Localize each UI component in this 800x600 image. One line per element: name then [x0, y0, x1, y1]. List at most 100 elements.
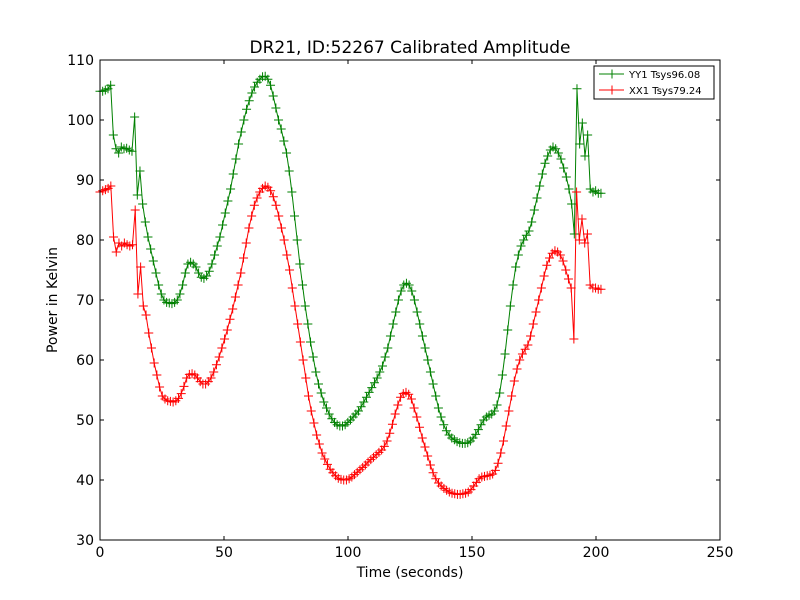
data-point [364, 387, 374, 397]
data-point [527, 217, 537, 227]
data-point [279, 235, 289, 245]
plot-area: 0 50 100 150 200 250 30 40 50 60 70 80 90 100 110 [67, 53, 733, 561]
data-point [317, 448, 327, 458]
data-point [553, 148, 563, 158]
data-point [377, 361, 387, 371]
data-point [108, 130, 118, 140]
x-axis-label: Time (seconds) [356, 565, 464, 581]
data-point [247, 211, 257, 221]
data-point [295, 259, 305, 269]
series-1 [95, 181, 606, 499]
data-point [517, 349, 527, 359]
data-point [409, 403, 419, 413]
data-point [569, 229, 579, 239]
data-point [583, 130, 593, 140]
y-tick-label: 50 [76, 413, 94, 429]
data-point [239, 115, 249, 125]
data-point [149, 358, 159, 368]
data-point [356, 402, 366, 412]
data-point [393, 400, 403, 410]
data-point [276, 223, 286, 233]
data-point [292, 235, 302, 245]
data-point [268, 192, 278, 202]
data-point [141, 310, 151, 320]
data-point [473, 425, 483, 435]
data-point [136, 262, 146, 272]
x-tick-label: 250 [707, 545, 734, 561]
data-point [385, 428, 395, 438]
y-tick-label: 30 [76, 533, 94, 549]
data-point [574, 235, 584, 245]
data-point [380, 352, 390, 362]
data-point [536, 283, 546, 293]
series-layer [95, 71, 606, 499]
data-point [111, 247, 121, 257]
legend-label-yy1: YY1 Tsys96.08 [628, 70, 700, 81]
data-point [540, 158, 550, 168]
legend-label-xx1: XX1 Tsys79.24 [629, 86, 702, 97]
data-point [249, 200, 259, 210]
data-point [290, 301, 300, 311]
data-point [407, 286, 417, 296]
data-point [322, 403, 331, 413]
data-point [263, 74, 273, 84]
data-point [236, 268, 246, 278]
data-point [492, 400, 502, 410]
data-point [420, 442, 430, 452]
data-point [561, 265, 571, 275]
data-point [542, 260, 552, 270]
data-point [572, 187, 582, 197]
data-point [276, 124, 286, 134]
data-point [179, 381, 189, 391]
data-point [519, 235, 529, 245]
data-point [359, 397, 369, 407]
y-tick-label: 70 [76, 293, 94, 309]
data-point [561, 172, 571, 182]
data-point [596, 188, 606, 198]
x-tick-label: 200 [583, 545, 610, 561]
data-point [516, 241, 526, 251]
data-point [379, 441, 389, 451]
data-point [114, 148, 124, 158]
data-point [309, 418, 319, 428]
data-point [319, 397, 329, 407]
data-point [300, 301, 310, 311]
data-point [295, 337, 305, 347]
data-point [301, 373, 311, 383]
data-point [244, 96, 254, 106]
data-point [580, 238, 590, 248]
data-point [535, 181, 545, 191]
data-point [425, 460, 435, 470]
data-point [130, 205, 140, 215]
data-point [500, 349, 510, 359]
data-point [191, 262, 201, 272]
data-point [507, 391, 517, 401]
data-point [144, 328, 154, 338]
data-point [391, 307, 401, 317]
data-point [511, 262, 521, 272]
data-point [146, 244, 156, 254]
data-point [207, 259, 217, 269]
data-point [420, 343, 430, 353]
y-tick-label: 60 [76, 353, 94, 369]
y-tick-label: 80 [76, 233, 94, 249]
data-point [206, 373, 216, 383]
data-point [282, 250, 292, 260]
data-point [290, 211, 300, 221]
data-point [228, 169, 238, 179]
data-point [404, 389, 414, 399]
data-point [382, 436, 392, 446]
data-point [314, 379, 323, 389]
data-point [512, 364, 522, 374]
data-point [156, 289, 166, 299]
data-point [233, 280, 243, 290]
data-point [314, 439, 324, 449]
data-point [556, 154, 566, 164]
data-point [439, 420, 449, 430]
data-point [372, 373, 382, 383]
data-point [109, 232, 119, 242]
data-point [311, 367, 321, 377]
data-point [143, 232, 153, 242]
data-point [436, 412, 446, 422]
data-point [566, 283, 576, 293]
